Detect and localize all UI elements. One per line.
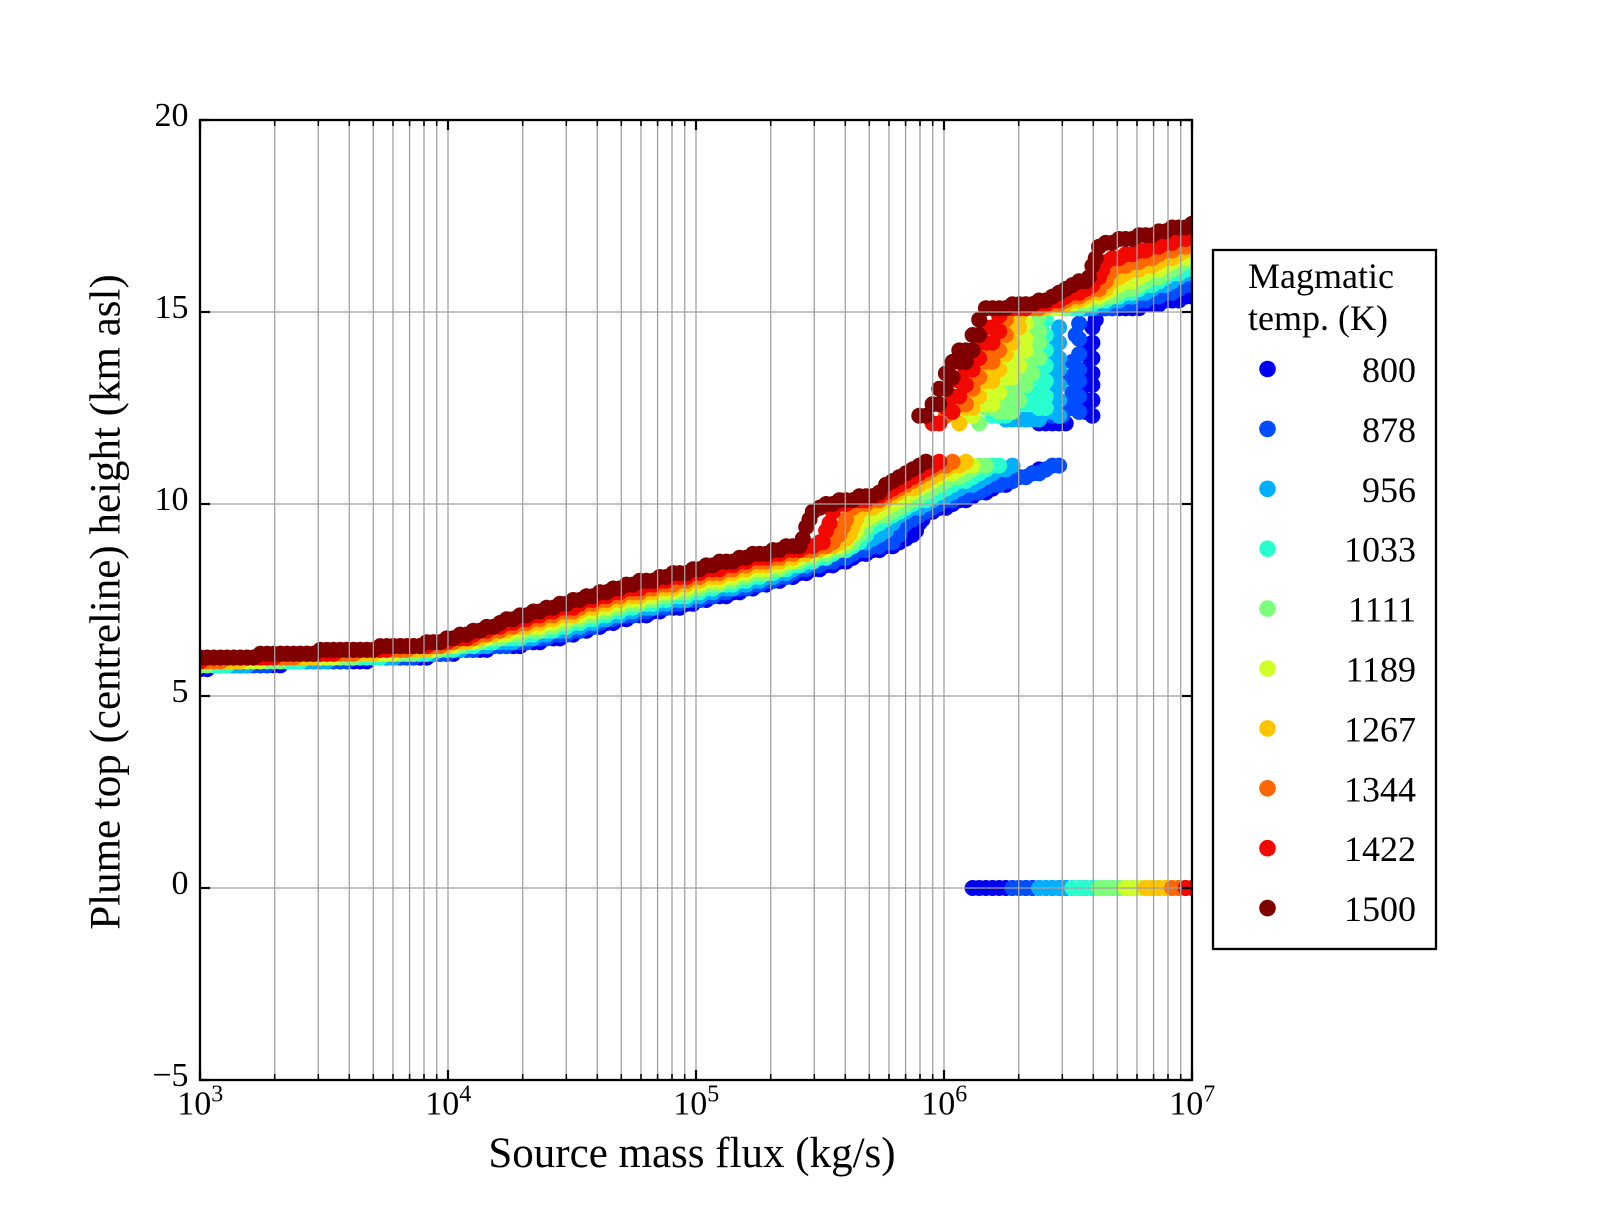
- svg-text:1500: 1500: [1344, 889, 1416, 929]
- svg-text:956: 956: [1362, 470, 1416, 510]
- svg-text:1422: 1422: [1344, 829, 1416, 869]
- svg-text:1111: 1111: [1348, 590, 1416, 630]
- svg-text:temp. (K): temp. (K): [1248, 298, 1388, 338]
- svg-text:Magmatic: Magmatic: [1248, 256, 1394, 296]
- svg-text:0: 0: [172, 865, 189, 902]
- svg-text:1189: 1189: [1345, 650, 1416, 690]
- svg-text:878: 878: [1362, 410, 1416, 450]
- svg-text:Plume top (centreline) height: Plume top (centreline) height (km asl): [83, 274, 130, 930]
- svg-text:10: 10: [155, 481, 189, 518]
- svg-text:104: 104: [425, 1082, 471, 1123]
- svg-text:15: 15: [155, 289, 189, 326]
- svg-text:20: 20: [155, 97, 189, 134]
- svg-text:106: 106: [921, 1082, 967, 1123]
- svg-text:800: 800: [1362, 350, 1416, 390]
- svg-text:−5: −5: [152, 1057, 188, 1094]
- svg-text:5: 5: [172, 673, 189, 710]
- svg-text:Source mass flux (kg/s): Source mass flux (kg/s): [488, 1130, 895, 1177]
- svg-text:1344: 1344: [1344, 769, 1416, 809]
- svg-text:1267: 1267: [1344, 709, 1416, 749]
- svg-text:1033: 1033: [1344, 530, 1416, 570]
